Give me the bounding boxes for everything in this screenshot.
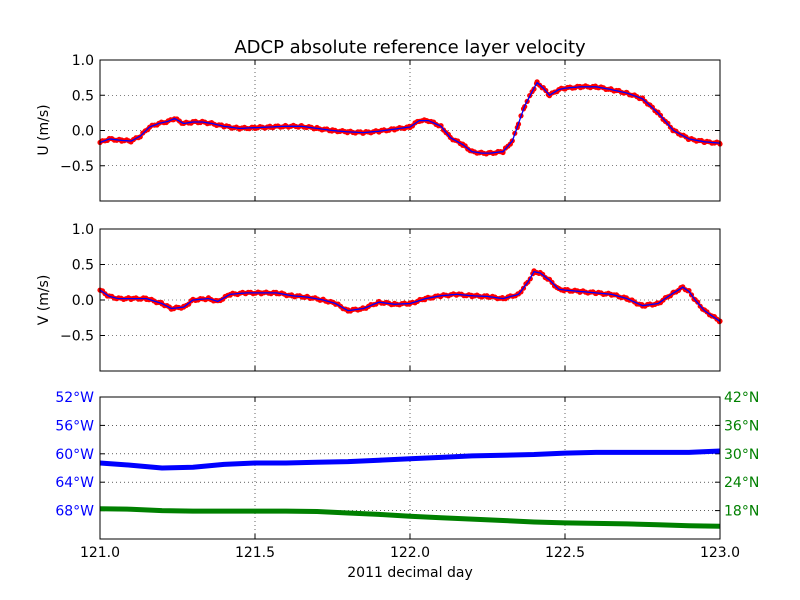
v-y-tick-label: 0.0 — [72, 293, 94, 309]
longitude-tick-label: 56°W — [55, 418, 94, 434]
x-axis-label: 2011 decimal day — [347, 565, 472, 581]
position-axes-frame — [99, 396, 721, 540]
longitude-tick-label: 68°W — [55, 504, 94, 520]
longitude-tick-label: 52°W — [55, 390, 94, 406]
u-y-tick-label: 0.0 — [72, 124, 94, 140]
x-tick-label: 122.5 — [545, 545, 585, 561]
v-data-point — [686, 288, 692, 294]
u-axes-frame — [99, 59, 721, 202]
v-y-tick-label: 0.5 — [72, 258, 94, 274]
latitude-series-line — [99, 506, 721, 529]
x-tick-label: 122.0 — [390, 545, 430, 561]
u-y-tick-label: 0.5 — [72, 88, 94, 104]
x-tick-label: 123.0 — [700, 545, 740, 561]
longitude-series-line — [99, 448, 721, 471]
latitude-tick-label: 18°N — [724, 504, 759, 520]
longitude-tick-label: 64°W — [55, 475, 94, 491]
x-tick-label: 121.5 — [235, 545, 275, 561]
panel-v-velocity: 1.0 0.5 0.0 −0.5 V (m/s) — [36, 222, 723, 372]
latitude-tick-label: 30°N — [724, 447, 759, 463]
v-y-tick-label: 1.0 — [72, 222, 94, 238]
v-series-line — [99, 270, 721, 322]
latitude-tick-label: 24°N — [724, 475, 759, 491]
latitude-tick-label: 42°N — [724, 390, 759, 406]
longitude-tick-label: 60°W — [55, 447, 94, 463]
x-tick-label: 121.0 — [80, 545, 120, 561]
v-y-axis-label: V (m/s) — [36, 275, 52, 326]
v-axes-frame — [99, 228, 721, 372]
v-y-tick-label: −0.5 — [60, 329, 94, 345]
u-y-tick-label: 1.0 — [72, 53, 94, 69]
latitude-tick-label: 36°N — [724, 418, 759, 434]
panel-position: 121.0 121.5 122.0 122.5 123.0 52°W 56°W 60°W 64°… — [55, 390, 759, 581]
chart-title: ADCP absolute reference layer velocity — [234, 37, 586, 58]
panel-u-velocity: 1.0 0.5 0.0 −0.5 U (m/s) — [36, 53, 723, 202]
u-y-tick-label: −0.5 — [60, 159, 94, 175]
u-series-line — [99, 81, 721, 154]
u-y-axis-label: U (m/s) — [36, 104, 52, 155]
